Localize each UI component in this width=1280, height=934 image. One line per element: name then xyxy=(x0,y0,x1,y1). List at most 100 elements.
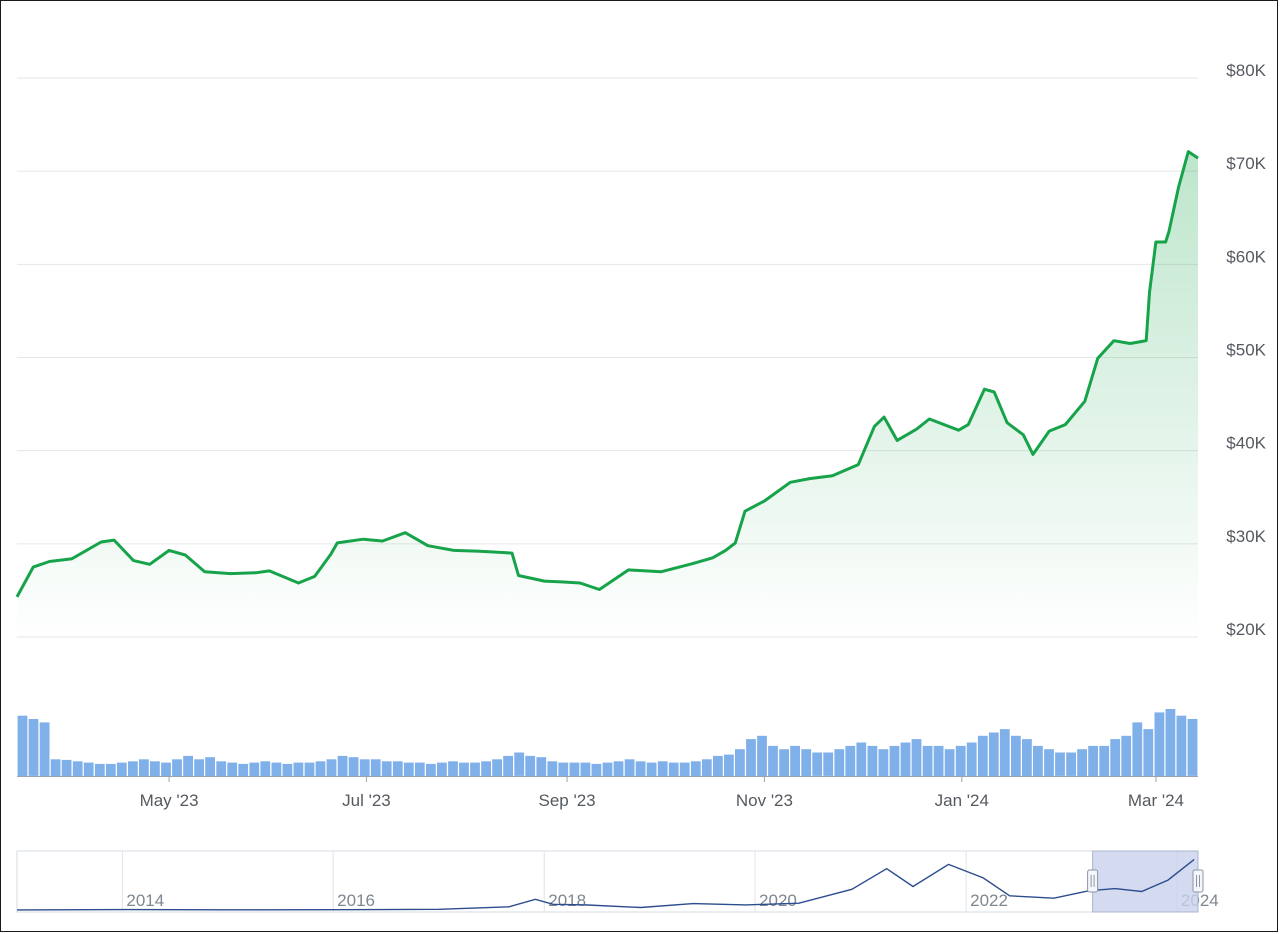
volume-bar xyxy=(878,749,889,776)
volume-bar xyxy=(801,749,812,776)
volume-bar xyxy=(646,762,657,776)
x-tick-label: Sep '23 xyxy=(538,791,595,810)
volume-bar xyxy=(724,754,734,776)
volume-bar xyxy=(150,761,160,776)
navigator-year-label: 2022 xyxy=(970,891,1008,910)
volume-bar xyxy=(701,759,712,777)
y-tick-label: $70K xyxy=(1226,154,1266,173)
volume-bar xyxy=(337,755,348,776)
volume-bar xyxy=(61,759,72,776)
volume-bar xyxy=(28,719,39,776)
volume-bar xyxy=(1011,735,1021,776)
volume-bar xyxy=(39,722,50,776)
volume-bar xyxy=(657,761,668,776)
volume-bar xyxy=(17,715,28,776)
volume-bar xyxy=(933,745,944,777)
volume-bar xyxy=(1077,749,1087,776)
volume-bar xyxy=(757,735,767,776)
y-tick-label: $80K xyxy=(1226,61,1266,80)
volume-bar xyxy=(249,762,260,776)
volume-bar xyxy=(83,762,94,776)
volume-bar xyxy=(536,757,547,776)
x-tick-label: Jan '24 xyxy=(935,791,989,810)
volume-bar xyxy=(1044,749,1054,776)
y-tick-label: $50K xyxy=(1226,341,1266,360)
volume-bar xyxy=(161,762,171,776)
volume-bar xyxy=(381,761,392,776)
volume-bar xyxy=(624,759,635,777)
volume-bar xyxy=(481,761,491,776)
volume-bar xyxy=(72,761,83,776)
volume-bar xyxy=(260,761,271,776)
volume-bar xyxy=(370,759,381,777)
volume-bar xyxy=(558,762,569,776)
volume-bar xyxy=(183,755,193,776)
volume-bar xyxy=(922,745,933,777)
volume-bar xyxy=(282,763,293,776)
volume-bar xyxy=(834,749,845,776)
volume-bar xyxy=(238,763,249,776)
volume-bar xyxy=(779,749,789,776)
volume-bar xyxy=(856,742,867,776)
volume-bar xyxy=(1110,739,1121,776)
y-tick-label: $60K xyxy=(1226,247,1266,266)
navigator-selection[interactable] xyxy=(1092,850,1199,913)
grid-lines xyxy=(17,77,1198,638)
volume-bar xyxy=(679,762,690,776)
navigator-handle-left[interactable] xyxy=(1087,869,1099,893)
navigator-year-label: 2016 xyxy=(337,891,375,910)
volume-bar xyxy=(900,742,911,776)
volume-bar xyxy=(889,745,900,777)
navigator[interactable]: 2014 2016 2018 2020 2022 2024 xyxy=(16,850,1219,913)
navigator-line xyxy=(16,858,1195,911)
volume-bar xyxy=(194,759,204,777)
y-tick-label: $30K xyxy=(1226,527,1266,546)
volume-bar xyxy=(1176,715,1187,776)
volume-bar xyxy=(713,755,723,776)
x-axis-labels: May '23 Jul '23 Sep '23 Nov '23 Jan '24 Mar '… xyxy=(140,776,1184,810)
volume-bar xyxy=(768,745,778,777)
navigator-year-label: 2014 xyxy=(126,891,164,910)
volume-bar xyxy=(1165,709,1176,776)
volume-bar xyxy=(1187,719,1198,776)
volume-bar xyxy=(50,759,61,777)
volume-bar xyxy=(293,762,304,776)
volume-bar xyxy=(227,762,238,776)
volume-bar xyxy=(735,749,745,776)
volume-bar xyxy=(1132,722,1143,776)
volume-bar xyxy=(635,761,646,776)
volume-bar xyxy=(569,762,580,776)
y-axis-labels: $20K $30K $40K $50K $60K $70K $80K xyxy=(1226,61,1266,639)
volume-bar xyxy=(492,759,502,777)
volume-bar xyxy=(514,752,525,776)
volume-bar xyxy=(403,762,414,776)
volume-bar xyxy=(172,759,182,777)
volume-bar xyxy=(459,762,469,776)
volume-bar xyxy=(448,761,458,776)
volume-bar xyxy=(304,762,315,776)
volume-bar xyxy=(580,762,591,776)
volume-bar xyxy=(790,745,800,777)
volume-bar xyxy=(988,732,999,777)
y-tick-label: $20K xyxy=(1226,620,1266,639)
volume-bar xyxy=(812,752,823,776)
volume-bar xyxy=(315,761,326,776)
volume-bar xyxy=(470,762,480,776)
navigator-handle-right[interactable] xyxy=(1192,869,1204,893)
volume-bar xyxy=(1121,735,1132,776)
volume-bar xyxy=(128,761,138,776)
volume-bars xyxy=(17,709,1198,777)
volume-bar xyxy=(547,761,558,776)
volume-bar xyxy=(94,763,105,776)
volume-bar xyxy=(139,759,149,777)
volume-bar xyxy=(359,759,370,777)
volume-bar xyxy=(602,762,613,776)
volume-bar xyxy=(216,761,227,776)
volume-bar xyxy=(1154,712,1165,776)
x-tick-label: May '23 xyxy=(140,791,199,810)
volume-bar xyxy=(503,755,513,776)
volume-bar xyxy=(591,763,602,776)
volume-bar xyxy=(1088,745,1098,777)
